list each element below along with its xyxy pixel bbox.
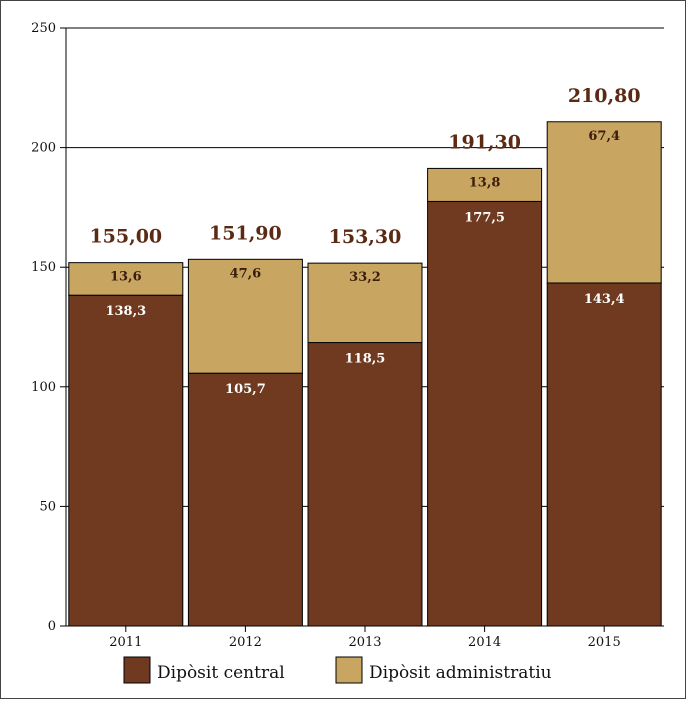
total-label-2011: 155,00 xyxy=(89,226,162,248)
data-labels: 138,3 13,6 155,00 105,7 47,6 151,90 118,5 33,2 1… xyxy=(89,85,640,397)
bar-administratiu-2012 xyxy=(187,258,303,374)
y-tick-label-100: 100 xyxy=(31,380,56,395)
y-tick-label-50: 50 xyxy=(39,499,56,514)
bar-central-2014 xyxy=(427,200,543,627)
label-administratiu-2013: 33,2 xyxy=(349,270,381,285)
bars xyxy=(68,121,662,627)
label-central-2015: 143,4 xyxy=(584,292,625,307)
label-administratiu-2015: 67,4 xyxy=(588,129,620,144)
y-tick-label-0: 0 xyxy=(48,619,56,634)
x-tick-label-2012: 2012 xyxy=(229,635,262,650)
label-central-2014: 177,5 xyxy=(464,210,505,225)
bar-central-2012 xyxy=(187,372,303,627)
bar-central-2011 xyxy=(68,294,184,627)
y-tick-label-150: 150 xyxy=(31,260,56,275)
bar-central-2015 xyxy=(546,282,662,627)
bar-central-2013 xyxy=(307,342,423,627)
legend-label-central: Dipòsit central xyxy=(157,663,285,683)
x-tick-label-2015: 2015 xyxy=(588,635,621,650)
total-label-2015: 210,80 xyxy=(568,85,641,107)
bar-administratiu-2011 xyxy=(68,262,184,296)
axes: 0 50 100 150 200 250 2011 2012 2013 2014 2015 xyxy=(31,21,664,650)
label-administratiu-2012: 47,6 xyxy=(230,266,262,281)
total-label-2013: 153,30 xyxy=(329,226,402,248)
label-central-2013: 118,5 xyxy=(345,352,386,367)
label-administratiu-2011: 13,6 xyxy=(110,270,142,285)
bar-administratiu-2013 xyxy=(307,262,423,344)
y-tick-label-200: 200 xyxy=(31,141,56,156)
bar-administratiu-2015 xyxy=(546,121,662,284)
total-label-2012: 151,90 xyxy=(209,222,282,244)
label-central-2012: 105,7 xyxy=(225,382,266,397)
total-label-2014: 191,30 xyxy=(448,131,521,153)
y-tick-label-250: 250 xyxy=(31,21,56,36)
bar-administratiu-2014 xyxy=(427,167,543,202)
x-tick-label-2014: 2014 xyxy=(468,635,501,650)
legend-swatch-central xyxy=(123,656,151,684)
x-tick-label-2013: 2013 xyxy=(348,635,381,650)
legend: Dipòsit central Dipòsit administratiu xyxy=(123,656,552,684)
legend-swatch-administratiu xyxy=(335,656,363,684)
label-central-2011: 138,3 xyxy=(105,304,146,319)
label-administratiu-2014: 13,8 xyxy=(469,175,501,190)
legend-label-administratiu: Dipòsit administratiu xyxy=(369,663,552,683)
x-tick-label-2011: 2011 xyxy=(109,635,142,650)
